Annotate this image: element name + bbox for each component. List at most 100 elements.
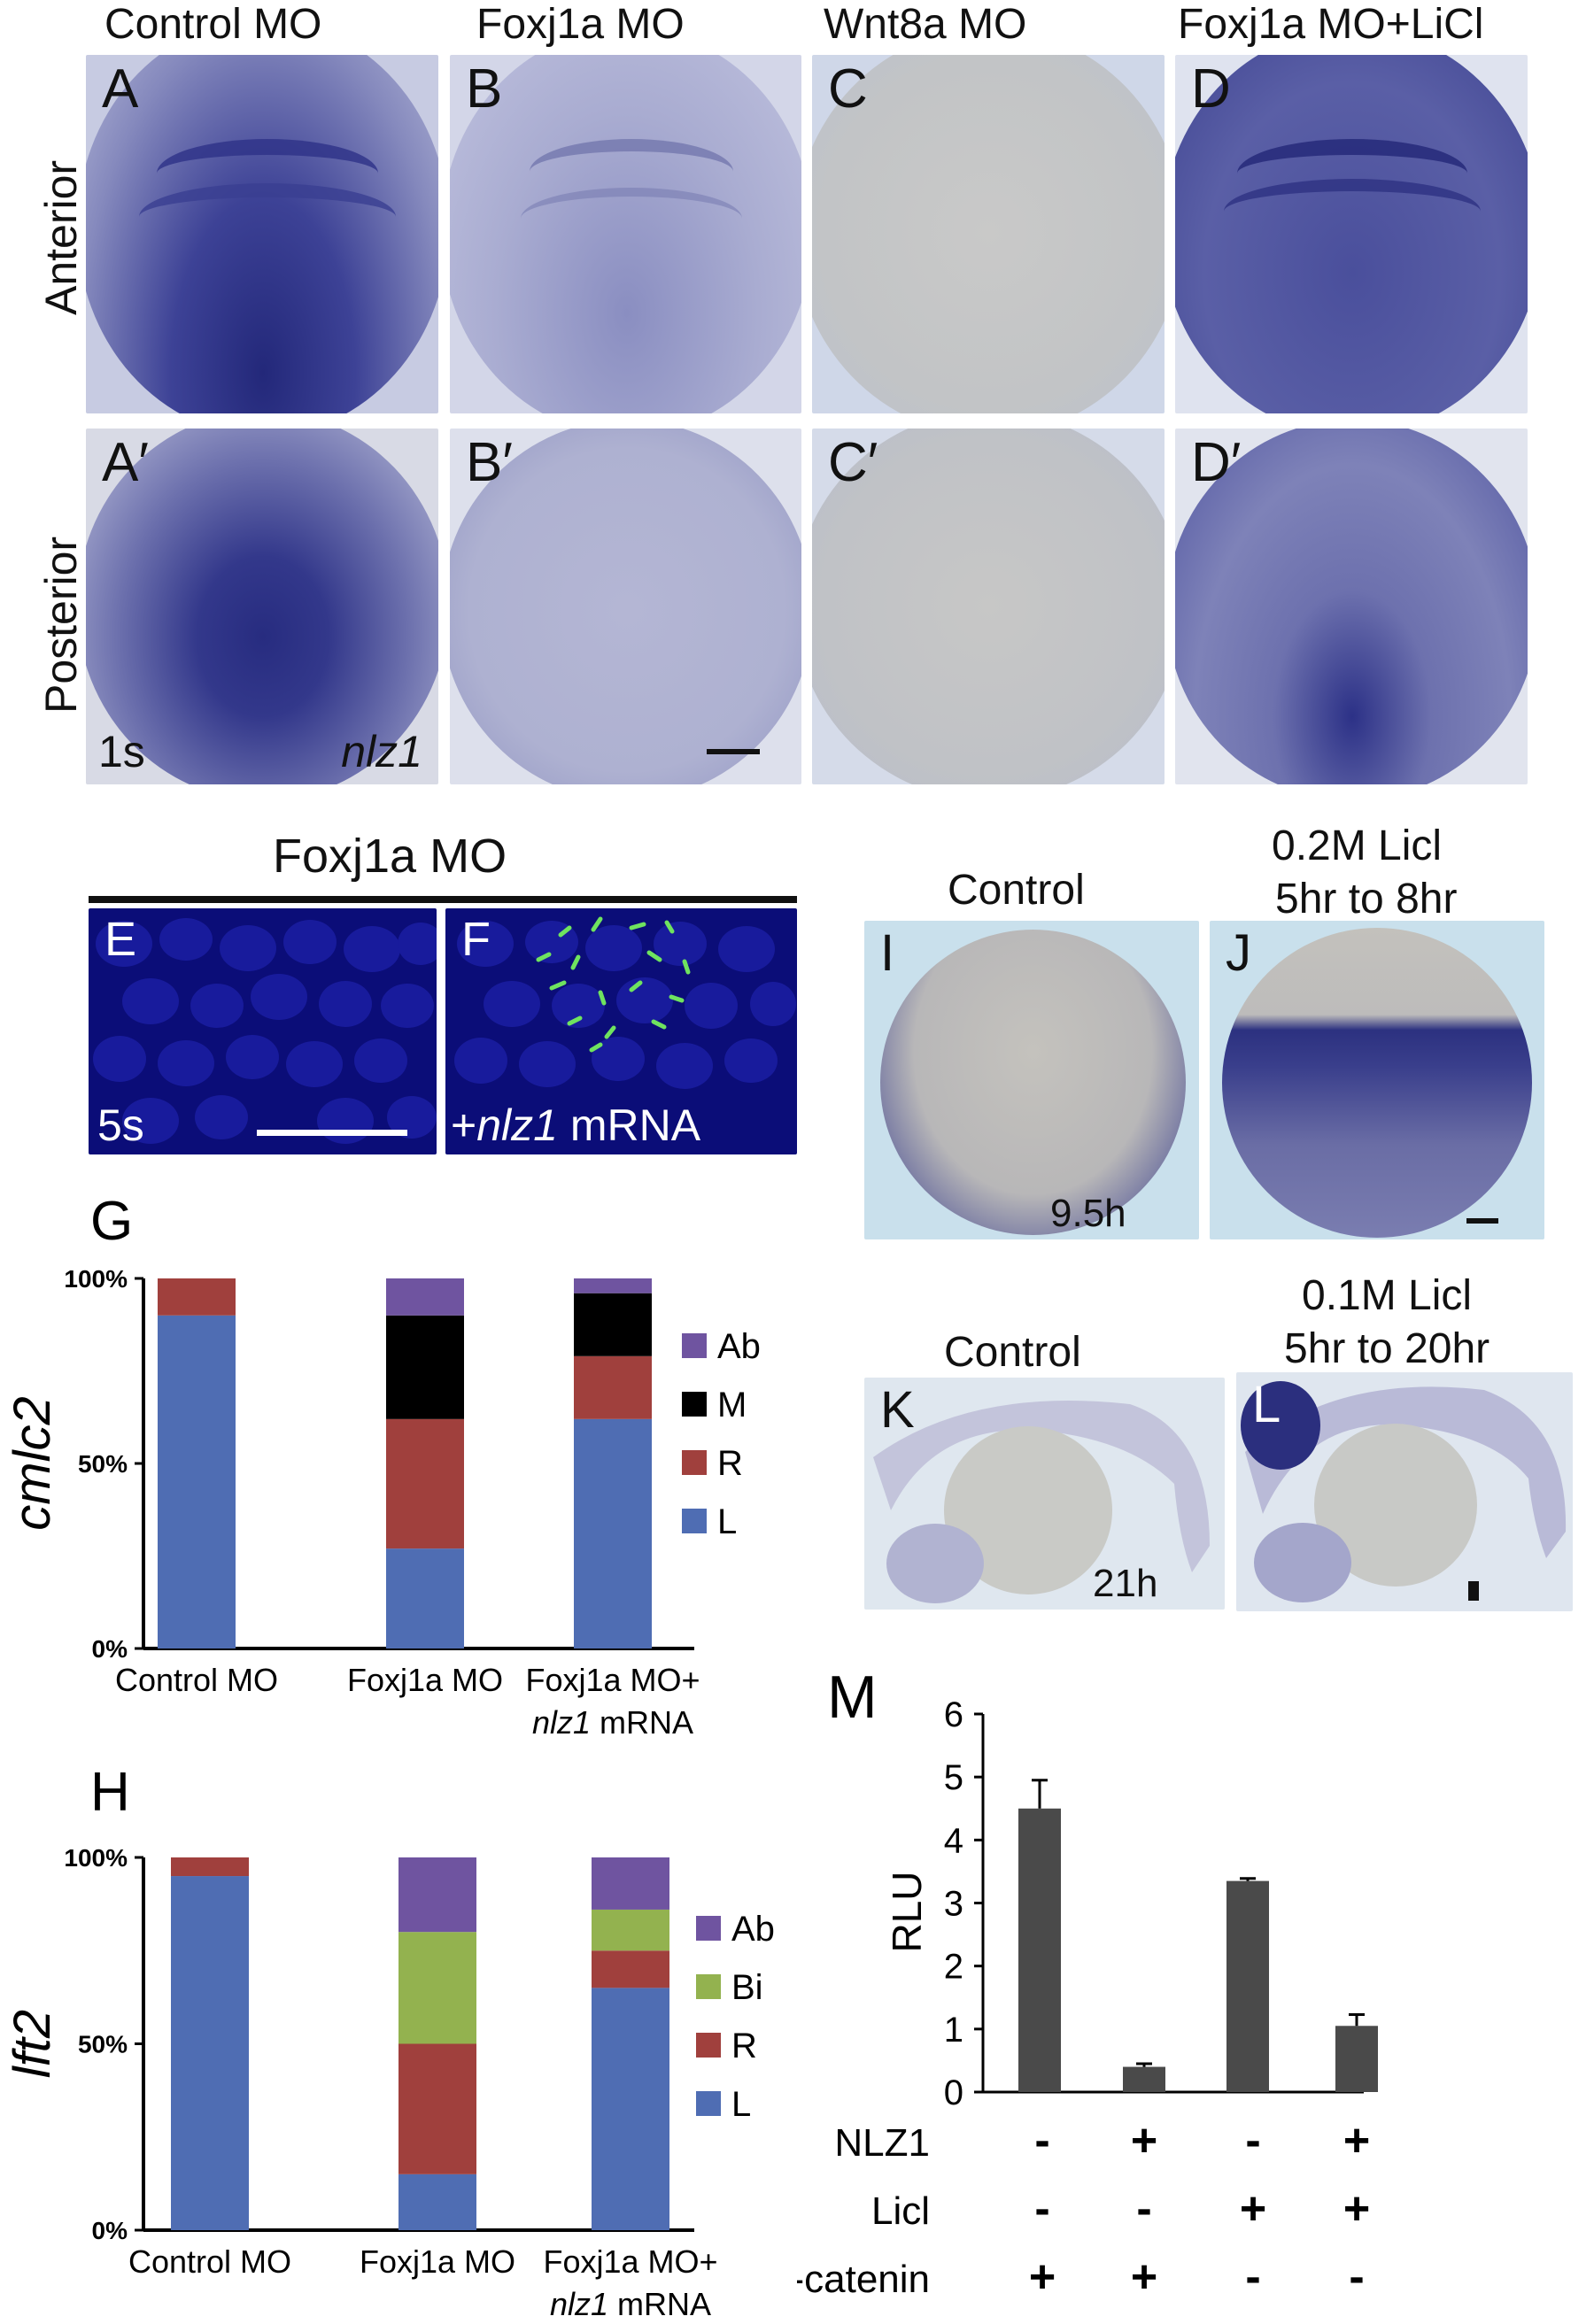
panel-a: A	[86, 55, 438, 413]
ef-title: Foxj1a MO	[273, 830, 507, 883]
y-tick-label: 50%	[78, 2031, 128, 2058]
scale-bar	[707, 749, 760, 754]
column-title-wnt8a: Wnt8a MO	[824, 1, 1027, 48]
panel-c-prime: C′	[812, 429, 1165, 784]
panel-c: C	[812, 55, 1165, 413]
panel-label: A′	[102, 432, 149, 493]
y-tick-label: 3	[944, 1885, 963, 1924]
panel-f: F +nlz1 mRNA	[445, 908, 797, 1154]
embryo-image	[86, 429, 438, 784]
embryo-image	[1241, 1381, 1567, 1602]
embryo-image	[1222, 928, 1532, 1238]
panel-d: D	[1175, 55, 1528, 413]
panel-label: F	[461, 913, 491, 966]
rescue-label-rest: mRNA	[557, 1100, 701, 1150]
confocal-image	[454, 916, 796, 1089]
stripe	[1224, 179, 1481, 244]
stripe	[157, 139, 378, 208]
condition-label: β-catenin	[797, 2258, 930, 2301]
bar-segment-r	[574, 1355, 652, 1419]
ef-title-line	[89, 896, 797, 903]
legend-label: L	[717, 1502, 737, 1541]
row-label-anterior: Anterior	[36, 159, 86, 315]
panel-a-prime: A′ 1s nlz1	[86, 429, 438, 784]
condition-sign: -	[1245, 2115, 1260, 2166]
bar-segment-r	[386, 1418, 464, 1549]
bar-segment-ab	[398, 1857, 476, 1933]
embryo-image	[1175, 429, 1528, 784]
chart-m: M RLU 0 1 2 3 4 5 6 NLZ1 - + - + Licl - - + + β-catenin + + - -	[797, 1664, 1378, 2303]
panel-b-prime: B′	[450, 429, 801, 784]
legend-label: M	[717, 1386, 747, 1425]
legend-label: Ab	[731, 1910, 775, 1949]
panel-l: L	[1236, 1372, 1573, 1611]
legend-label: Ab	[717, 1327, 761, 1366]
row-label-posterior: Posterior	[36, 536, 86, 714]
bar	[1018, 1808, 1061, 2092]
time-label: 21h	[1093, 1562, 1158, 1605]
x-tick-label: nlz1 mRNA	[550, 2286, 711, 2322]
stage-label: 1s	[98, 727, 145, 776]
condition-sign: +	[1343, 2115, 1370, 2166]
y-tick-label: 100%	[64, 1844, 128, 1872]
condition-sign: +	[1029, 2251, 1056, 2303]
bar-segment-l	[171, 1876, 249, 2230]
y-tick-label: 0	[944, 2073, 963, 2112]
condition-sign: -	[1034, 2115, 1049, 2166]
panel-i: I 9.5h	[864, 921, 1199, 1239]
bar	[1123, 2066, 1165, 2092]
panel-j: J	[1210, 921, 1544, 1239]
panel-label: K	[880, 1381, 915, 1439]
bar-segment-l	[592, 1988, 669, 2230]
column-title-control: Control MO	[104, 1, 322, 48]
panel-label: I	[880, 924, 895, 982]
condition-sign: +	[1240, 2183, 1266, 2235]
x-tick-label: Control MO	[115, 1662, 278, 1698]
bar-segment-l	[398, 2173, 476, 2230]
bar-segment-bi	[592, 1909, 669, 1951]
legend-swatch-r	[682, 1450, 707, 1475]
panel-label: H	[90, 1762, 130, 1823]
bar-segment-r	[171, 1857, 249, 1877]
bar-segment-r	[398, 2043, 476, 2174]
panel-label: A	[102, 58, 139, 120]
column-title-foxj1a-licl: Foxj1a MO+LiCl	[1178, 1, 1484, 48]
condition-sign: +	[1131, 2251, 1157, 2303]
bar	[1226, 1880, 1269, 2092]
l-title-line2: 5hr to 20hr	[1284, 1325, 1490, 1372]
legend-swatch-m	[682, 1392, 707, 1417]
y-tick-label: 0%	[92, 1635, 128, 1663]
y-axis-label: RLU	[884, 1871, 930, 1952]
condition-sign: +	[1343, 2183, 1370, 2235]
condition-sign: -	[1245, 2251, 1260, 2303]
time-label: 9.5h	[1050, 1192, 1126, 1235]
rescue-label-plus: +	[451, 1100, 477, 1150]
legend-swatch-l	[682, 1509, 707, 1533]
x-tick-label: Foxj1a MO+	[543, 2243, 717, 2280]
y-tick-label: 2	[944, 1948, 963, 1987]
legend-swatch-r	[696, 2033, 721, 2058]
panel-label: D	[1191, 58, 1231, 120]
j-title-line2: 5hr to 8hr	[1275, 876, 1458, 923]
bar-segment-m	[574, 1293, 652, 1356]
y-axis-label: cmlc2	[4, 1396, 61, 1530]
panel-k: K 21h	[864, 1378, 1225, 1610]
legend-swatch-bi	[696, 1974, 721, 1999]
bar-segment-bi	[398, 1932, 476, 2044]
stripe	[521, 188, 742, 250]
y-tick-label: 100%	[64, 1265, 128, 1293]
y-tick-label: 6	[944, 1695, 963, 1734]
scale-bar	[1466, 1218, 1498, 1224]
legend-label: L	[731, 2085, 751, 2124]
condition-sign: -	[1136, 2183, 1151, 2235]
bar-segment-ab	[592, 1857, 669, 1910]
panel-label: G	[90, 1191, 133, 1252]
condition-sign: +	[1131, 2115, 1157, 2166]
embryo-image	[450, 429, 801, 784]
bar-segment-m	[386, 1315, 464, 1419]
bar-segment-ab	[386, 1278, 464, 1316]
y-tick-label: 5	[944, 1758, 963, 1797]
x-tick-label: Foxj1a MO	[347, 1662, 503, 1698]
bar-segment-l	[574, 1418, 652, 1648]
